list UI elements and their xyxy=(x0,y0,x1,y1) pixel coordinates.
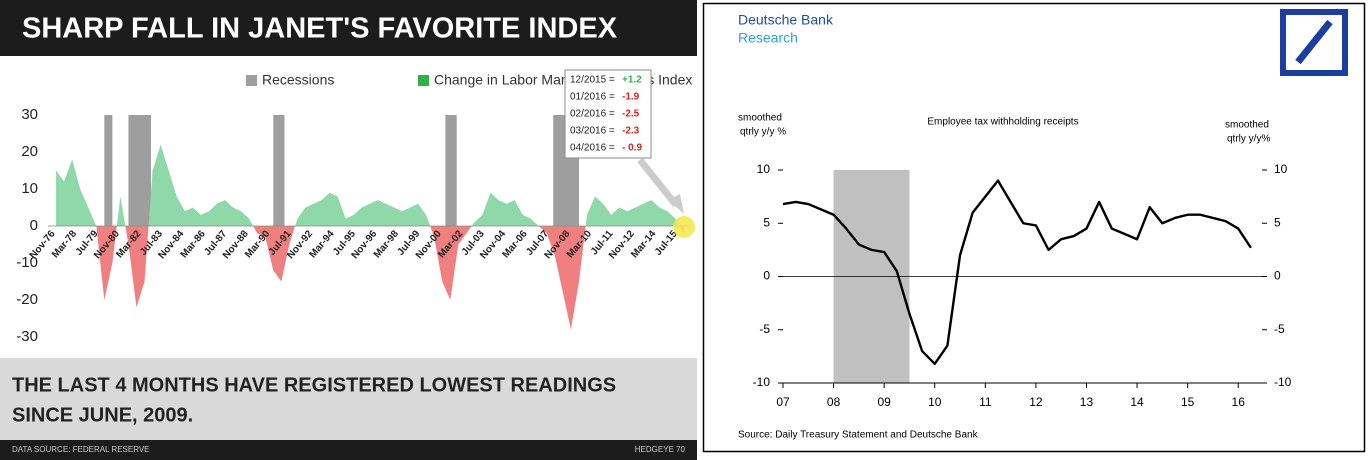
x-tick-label: 11 xyxy=(979,395,992,409)
y2-tick-label: -10 xyxy=(1274,375,1292,389)
x-tick-label: 12 xyxy=(1029,395,1043,409)
y2-tick-label: 10 xyxy=(1274,162,1288,176)
x-tick-label: 16 xyxy=(1232,395,1246,409)
recession xyxy=(128,115,151,226)
y-tick-label: -5 xyxy=(759,322,770,336)
recession xyxy=(104,115,113,226)
highlight xyxy=(673,216,695,238)
source: DATA SOURCE: FEDERAL RESERVE xyxy=(12,445,150,454)
x-tick-label: 08 xyxy=(827,395,841,409)
legend-label: Change in Labor Market Conditions Index xyxy=(434,72,692,88)
right-plot: 10 5 0 -5 -10 10 5 0 -5 -10 07 08 09 10 11 12 13 14 15 16 xyxy=(753,162,1292,409)
brand: Deutsche Bank xyxy=(738,12,834,28)
x-tick-label: 10 xyxy=(928,395,942,409)
y-tick-label: 0 xyxy=(30,217,38,234)
x-tick-label: 14 xyxy=(1130,395,1144,409)
y2-axis-label: qtrly y/y% xyxy=(1227,134,1270,145)
note-value: - 0.9 xyxy=(622,143,642,154)
y-axis-label: qtrly y/y % xyxy=(740,127,786,138)
index-area-negative xyxy=(96,226,684,330)
arrow xyxy=(637,157,679,208)
arrow-head xyxy=(668,194,684,214)
y-tick-label: 30 xyxy=(21,106,38,123)
note-value: -2.3 xyxy=(622,126,640,137)
y2-tick-label: -5 xyxy=(1274,322,1285,336)
x-tick-label: 15 xyxy=(1181,395,1195,409)
y-axis-label: smoothed xyxy=(738,113,782,124)
footer-bar xyxy=(0,440,697,460)
note-date: 02/2016 = xyxy=(570,109,615,120)
series-line xyxy=(782,179,1252,366)
recession xyxy=(445,115,457,226)
note-value: -1.9 xyxy=(622,92,640,103)
y2-tick-label: 5 xyxy=(1274,215,1281,229)
note-date: 03/2016 = xyxy=(570,126,615,137)
legend-label: Recessions xyxy=(262,72,334,88)
y2-tick-label: 0 xyxy=(1274,269,1281,283)
legend-swatch xyxy=(418,75,429,86)
recession xyxy=(273,115,285,226)
x-tick-label: 13 xyxy=(1080,395,1094,409)
y-tick-label: 10 xyxy=(21,180,38,197)
title-bar xyxy=(0,0,697,56)
x-tick-label: 07 xyxy=(776,395,790,409)
y-tick-label: -10 xyxy=(16,254,38,271)
y-tick-label: -10 xyxy=(753,375,771,389)
index-area-positive xyxy=(56,144,684,227)
right-panel xyxy=(702,2,1366,453)
note-date: 12/2015 = xyxy=(570,75,615,86)
chart-title: Employee tax withholding receipts xyxy=(927,117,1078,128)
logo-slash xyxy=(1295,19,1333,65)
legend-swatch xyxy=(246,75,257,86)
y-tick-label: -30 xyxy=(16,328,38,345)
note-value: +1.2 xyxy=(622,75,642,86)
y-tick-label: 20 xyxy=(21,143,38,160)
caption-band xyxy=(0,358,697,440)
note-date: 04/2016 = xyxy=(570,143,615,154)
y-tick-label: -20 xyxy=(16,291,38,308)
note-value: -2.5 xyxy=(622,109,640,120)
note-date: 01/2016 = xyxy=(570,92,615,103)
left-plot: 3020100-10-20-30Nov-76Mar-78Jul-79Nov-80… xyxy=(16,106,690,345)
note-box xyxy=(564,69,652,159)
footer: HEDGEYE 70 xyxy=(635,445,686,454)
y-tick-label: 5 xyxy=(763,215,770,229)
caption: SINCE JUNE, 2009. xyxy=(12,404,193,426)
caption: THE LAST 4 MONTHS HAVE REGISTERED LOWEST… xyxy=(12,374,616,396)
source: Source: Daily Treasury Statement and Deu… xyxy=(738,430,979,441)
y2-axis-label: smoothed xyxy=(1225,120,1269,131)
y-tick-label: 0 xyxy=(763,269,770,283)
y-tick-label: 10 xyxy=(757,162,771,176)
brand: Research xyxy=(738,30,798,46)
x-tick-label: 09 xyxy=(877,395,891,409)
chart-title: SHARP FALL IN JANET'S FAVORITE INDEX xyxy=(22,13,618,45)
